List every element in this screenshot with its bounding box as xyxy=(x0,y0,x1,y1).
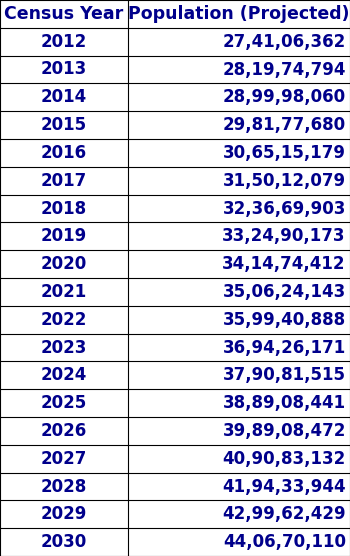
Text: 28,99,98,060: 28,99,98,060 xyxy=(223,88,346,106)
Text: Population (Projected): Population (Projected) xyxy=(128,5,350,23)
Text: 2027: 2027 xyxy=(41,450,87,468)
Text: 41,94,33,944: 41,94,33,944 xyxy=(222,478,346,495)
Text: 36,94,26,171: 36,94,26,171 xyxy=(223,339,346,356)
Bar xyxy=(0,222,350,250)
Text: 2013: 2013 xyxy=(41,61,87,78)
Text: 28,19,74,794: 28,19,74,794 xyxy=(222,61,346,78)
Bar xyxy=(0,334,350,361)
Text: 2029: 2029 xyxy=(41,505,87,523)
Bar xyxy=(0,28,350,56)
Text: 34,14,74,412: 34,14,74,412 xyxy=(222,255,346,273)
Bar xyxy=(0,445,350,473)
Text: Census Year: Census Year xyxy=(4,5,124,23)
Bar xyxy=(0,56,350,83)
Text: 2022: 2022 xyxy=(41,311,87,329)
Text: 2016: 2016 xyxy=(41,144,87,162)
Text: 2028: 2028 xyxy=(41,478,87,495)
Text: 2014: 2014 xyxy=(41,88,87,106)
Bar xyxy=(0,473,350,500)
Text: 2020: 2020 xyxy=(41,255,87,273)
Bar xyxy=(0,278,350,306)
Text: 2025: 2025 xyxy=(41,394,87,412)
Text: 44,06,70,110: 44,06,70,110 xyxy=(223,533,346,551)
Bar xyxy=(0,195,350,222)
Bar xyxy=(0,528,350,556)
Text: 2026: 2026 xyxy=(41,422,87,440)
Text: 37,90,81,515: 37,90,81,515 xyxy=(223,366,346,384)
Text: 40,90,83,132: 40,90,83,132 xyxy=(223,450,346,468)
Bar xyxy=(0,83,350,111)
Bar xyxy=(0,111,350,139)
Text: 38,89,08,441: 38,89,08,441 xyxy=(223,394,346,412)
Text: 2017: 2017 xyxy=(41,172,87,190)
Text: 2019: 2019 xyxy=(41,227,87,245)
Text: 2023: 2023 xyxy=(41,339,87,356)
Bar xyxy=(0,500,350,528)
Text: 30,65,15,179: 30,65,15,179 xyxy=(223,144,346,162)
Bar xyxy=(0,250,350,278)
Text: 31,50,12,079: 31,50,12,079 xyxy=(223,172,346,190)
Text: 27,41,06,362: 27,41,06,362 xyxy=(223,33,346,51)
Text: 35,99,40,888: 35,99,40,888 xyxy=(223,311,346,329)
Text: 39,89,08,472: 39,89,08,472 xyxy=(223,422,346,440)
Text: 2012: 2012 xyxy=(41,33,87,51)
Bar xyxy=(0,306,350,334)
Text: 2030: 2030 xyxy=(41,533,87,551)
Text: 2018: 2018 xyxy=(41,200,87,217)
Bar xyxy=(0,417,350,445)
Text: 2021: 2021 xyxy=(41,283,87,301)
Bar xyxy=(0,167,350,195)
Bar xyxy=(0,361,350,389)
Text: 29,81,77,680: 29,81,77,680 xyxy=(223,116,346,134)
Text: 2015: 2015 xyxy=(41,116,87,134)
Bar xyxy=(0,0,350,28)
Bar xyxy=(0,139,350,167)
Text: 35,06,24,143: 35,06,24,143 xyxy=(223,283,346,301)
Text: 33,24,90,173: 33,24,90,173 xyxy=(222,227,346,245)
Text: 32,36,69,903: 32,36,69,903 xyxy=(223,200,346,217)
Text: 42,99,62,429: 42,99,62,429 xyxy=(222,505,346,523)
Text: 2024: 2024 xyxy=(41,366,87,384)
Bar xyxy=(0,389,350,417)
